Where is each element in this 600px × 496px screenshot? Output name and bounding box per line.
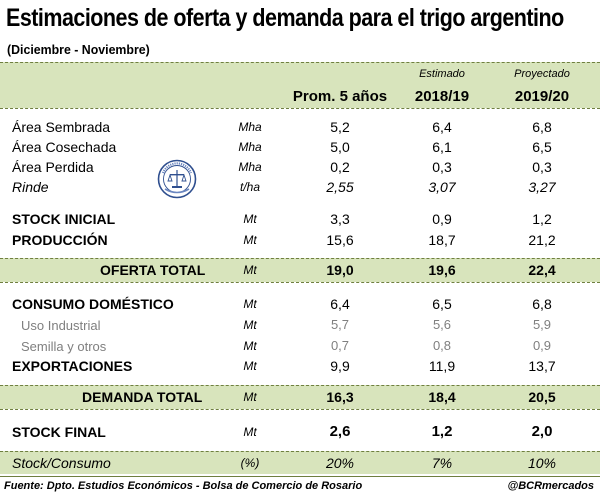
col1-header: Prom. 5 años [292,88,388,105]
row-value-proj: 6,5 [532,139,552,155]
row-unit: Mt [243,359,257,373]
row-value-avg: 3,3 [330,211,350,227]
col2-top-label: Estimado [419,68,465,80]
row-value-proj: 6,8 [532,119,552,135]
col3-top-label: Proyectado [514,68,570,80]
row-value-proj: 20,5 [528,389,556,405]
row-value-est: 6,4 [432,119,452,135]
col3-header: 2019/20 [514,88,570,105]
row-unit: Mha [238,160,262,174]
header-bottom-rule [0,108,600,109]
row-value-proj: 3,27 [528,179,556,195]
row-value-proj: 21,2 [528,232,556,248]
row-value-est: 3,07 [428,179,456,195]
col2-header: 2018/19 [414,88,470,105]
page-subtitle: (Diciembre - Noviembre) [7,42,150,57]
row-value-avg: 5,7 [330,317,350,332]
row-value-proj: 0,3 [532,159,552,175]
bolsa-de-comercio-seal-icon [157,159,197,199]
demanda-total-band [0,385,600,409]
row-value-proj: 2,0 [531,423,553,440]
row-label: Rinde [12,179,49,195]
row-value-avg: 6,4 [330,296,350,312]
row-label: PRODUCCIÓN [12,232,108,248]
row-label: CONSUMO DOMÉSTICO [12,296,174,312]
table-header [0,62,600,108]
row-value-avg: 20% [325,455,355,471]
row-label: Uso Industrial [21,318,101,333]
row-unit: Mt [243,318,257,332]
row-value-est: 0,9 [432,211,452,227]
row-value-proj: 1,2 [532,211,552,227]
row-value-proj: 13,7 [528,358,556,374]
row-value-proj: 5,9 [532,317,552,332]
row-unit: Mt [243,390,257,404]
oferta-total-band [0,258,600,282]
stock-consumo-band [0,451,600,474]
row-value-avg: 5,0 [330,139,350,155]
row-value-est: 19,6 [428,262,456,278]
row-label: Área Sembrada [12,119,111,135]
row-label: Semilla y otros [21,339,107,354]
row-value-avg: 19,0 [326,262,354,278]
row-value-est: 18,7 [428,232,456,248]
row-unit: Mt [243,263,257,277]
row-value-avg: 16,3 [326,389,354,405]
row-label: DEMANDA TOTAL [82,389,203,405]
row-label: OFERTA TOTAL [100,262,206,278]
row-value-avg: 2,55 [326,179,354,195]
rule [0,258,600,259]
row-unit: (%) [240,456,260,470]
rule [0,282,600,283]
row-label: STOCK INICIAL [12,211,116,227]
rule [0,451,600,452]
row-value-est: 0,3 [432,159,452,175]
row-value-proj: 22,4 [528,262,556,278]
row-value-avg: 0,2 [330,159,350,175]
row-unit: Mt [243,297,257,311]
row-unit: Mha [238,120,262,134]
row-label: STOCK FINAL [12,424,106,440]
row-unit: Mt [243,339,257,353]
row-unit: Mha [238,140,262,154]
source-note: Fuente: Dpto. Estudios Económicos - Bols… [4,480,363,492]
row-value-est: 11,9 [428,358,456,374]
row-value-est: 1,2 [431,423,453,440]
row-unit: Mt [243,212,257,226]
row-unit: Mt [243,233,257,247]
row-value-avg: 2,6 [329,423,351,440]
footer: Fuente: Dpto. Estudios Económicos - Bols… [0,476,600,496]
row-value-avg: 0,7 [330,338,350,353]
row-label: Área Cosechada [12,139,117,155]
row-value-proj: 0,9 [532,338,552,353]
row-value-est: 7% [431,455,453,471]
row-value-avg: 9,9 [330,358,350,374]
row-value-avg: 15,6 [326,232,354,248]
row-value-est: 6,1 [432,139,452,155]
supply-demand-table: Estimado Proyectado Prom. 5 años 2018/19… [0,62,600,474]
rule [0,385,600,386]
rule [0,409,600,410]
row-value-est: 5,6 [432,317,452,332]
row-label: EXPORTACIONES [12,358,133,374]
row-label: Stock/Consumo [12,455,111,471]
row-label: Área Perdida [12,159,94,175]
row-value-proj: 6,8 [532,296,552,312]
row-value-est: 18,4 [428,389,456,405]
twitter-handle: @BCRmercados [507,480,594,492]
row-value-est: 0,8 [432,338,452,353]
row-value-est: 6,5 [432,296,452,312]
row-value-proj: 10% [527,455,557,471]
page-title: Estimaciones de oferta y demanda para el… [6,4,564,32]
header-top-rule [0,62,600,63]
row-value-avg: 5,2 [330,119,350,135]
row-unit: t/ha [239,180,260,194]
row-unit: Mt [243,425,257,439]
